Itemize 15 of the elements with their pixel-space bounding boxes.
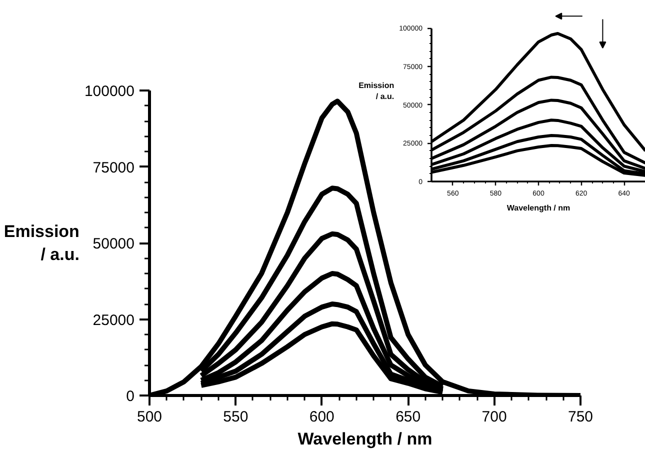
x-tick-label: 600: [309, 408, 334, 426]
x-axis-title: Wavelength / nm: [506, 204, 570, 212]
y-tick-label: 25000: [92, 312, 135, 329]
y-axis-title: Emission / a.u.: [358, 81, 394, 101]
x-tick-label: 500: [136, 408, 162, 426]
y-tick-label: 75000: [92, 159, 135, 176]
x-tick-label: 550: [223, 408, 248, 426]
y-tick-label: 0: [126, 388, 134, 405]
x-tick-label: 700: [482, 408, 507, 426]
y-axis-title: Emission / a.u.: [4, 222, 80, 264]
y-tick-label: 100000: [84, 83, 135, 100]
x-tick-label: 650: [396, 408, 421, 426]
y-tick-label: 50000: [92, 236, 135, 252]
x-axis-title: Wavelength / nm: [298, 430, 432, 448]
x-tick-label: 750: [568, 408, 594, 426]
